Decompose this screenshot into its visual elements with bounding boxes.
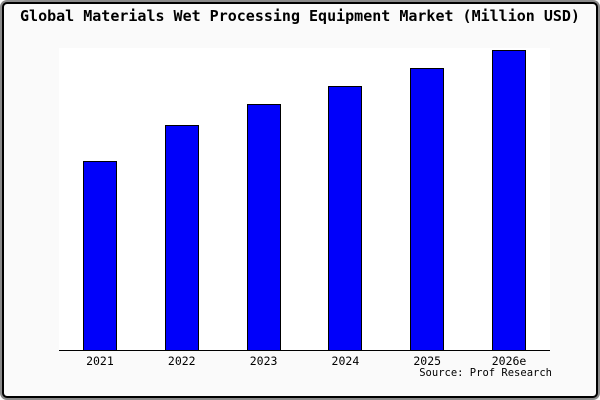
bar-2024 (328, 86, 363, 350)
bar-2021 (82, 161, 117, 350)
bar-slot (59, 48, 141, 350)
bars-container (59, 48, 550, 350)
bar-slot (468, 48, 550, 350)
x-tick-label: 2023 (249, 354, 278, 368)
x-tick-label: 2026e (491, 354, 527, 368)
bar-slot (141, 48, 223, 350)
source-credit: Source: Prof Research (419, 367, 552, 379)
x-tick-label: 2025 (413, 354, 442, 368)
bar-2026e (492, 50, 527, 350)
plot-area (59, 48, 550, 351)
bar-2025 (410, 68, 445, 350)
x-axis-labels: 2021 2022 2023 2024 2025 2026e (59, 354, 550, 368)
bar-2022 (164, 125, 199, 350)
bar-slot (223, 48, 305, 350)
x-tick-label: 2024 (331, 354, 360, 368)
bar-2023 (246, 104, 281, 350)
bar-slot (304, 48, 386, 350)
bar-slot (386, 48, 468, 350)
x-tick-label: 2021 (86, 354, 114, 368)
x-tick-label: 2022 (167, 354, 196, 368)
chart-title: Global Materials Wet Processing Equipmen… (20, 7, 580, 25)
